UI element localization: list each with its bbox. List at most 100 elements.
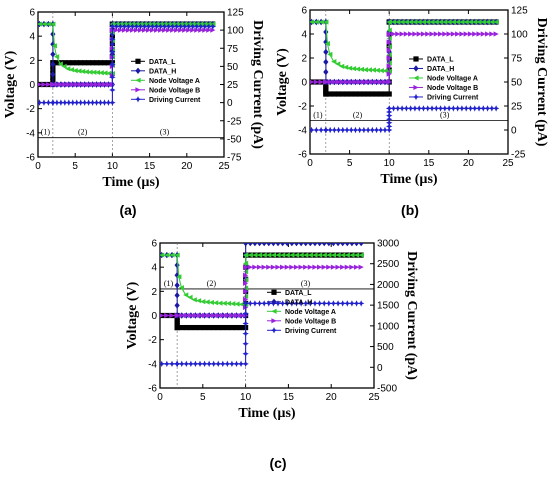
data-point xyxy=(454,105,461,112)
data-point xyxy=(361,91,367,97)
data-point xyxy=(365,79,371,85)
data-point xyxy=(289,243,295,247)
data-point xyxy=(476,31,482,37)
legend-marker xyxy=(135,87,141,93)
data-point xyxy=(217,300,223,306)
data-point xyxy=(179,324,185,331)
data-point xyxy=(330,252,337,258)
data-point xyxy=(233,360,240,368)
series-line-1 xyxy=(39,23,213,86)
data-point xyxy=(313,126,320,134)
data-point xyxy=(270,243,276,247)
data-point xyxy=(188,312,194,319)
data-point xyxy=(340,264,346,270)
data-point xyxy=(354,66,361,72)
data-point xyxy=(318,19,324,25)
data-point xyxy=(339,300,346,307)
data-point xyxy=(437,19,444,25)
data-point xyxy=(41,21,47,27)
legend-label: Node Voltage A xyxy=(149,78,200,85)
data-point xyxy=(80,68,86,75)
data-point xyxy=(243,260,249,266)
legend-marker xyxy=(413,75,419,81)
data-point xyxy=(386,105,393,112)
data-point xyxy=(197,23,204,30)
data-point xyxy=(455,31,461,37)
data-point xyxy=(408,19,414,25)
data-point xyxy=(312,252,318,258)
data-point xyxy=(313,79,319,85)
data-point xyxy=(420,105,427,112)
data-point xyxy=(323,58,329,66)
data-point xyxy=(238,324,244,331)
data-point xyxy=(133,23,140,30)
data-point xyxy=(293,264,300,270)
data-point xyxy=(242,360,249,368)
data-point xyxy=(101,60,108,66)
y-axis-label: Voltage (V) xyxy=(125,281,140,349)
data-point xyxy=(61,99,69,106)
data-point xyxy=(174,292,180,299)
chart-panel-1: 0 5 10 15 20 25 -6 -4 -2 0 2 4 6 -75 -50 -25 0 25 50 75 100 1… xyxy=(3,8,265,191)
data-point xyxy=(49,99,57,106)
data-point xyxy=(183,324,189,331)
legend-marker xyxy=(135,58,141,64)
data-point xyxy=(374,67,380,73)
data-point xyxy=(362,67,369,73)
data-point xyxy=(109,23,116,30)
data-point xyxy=(45,21,52,27)
data-point xyxy=(188,324,194,331)
data-point xyxy=(220,312,226,319)
data-point xyxy=(162,27,168,33)
data-point xyxy=(183,312,189,319)
data-point xyxy=(284,300,291,307)
data-point xyxy=(242,300,249,307)
data-point xyxy=(386,31,392,37)
data-point xyxy=(261,243,267,247)
data-point xyxy=(310,126,315,134)
data-point xyxy=(327,79,333,85)
legend-marker xyxy=(412,93,420,101)
y2-tick-label: -75 xyxy=(227,153,242,164)
data-point xyxy=(323,19,329,25)
data-point xyxy=(442,31,448,37)
data-point xyxy=(381,126,389,134)
data-point xyxy=(316,264,323,270)
data-point xyxy=(57,99,65,106)
legend-marker xyxy=(135,67,141,74)
data-point xyxy=(256,243,263,247)
y2-tick-label: 500 xyxy=(377,342,394,353)
data-point xyxy=(330,243,337,247)
data-point xyxy=(386,91,392,97)
data-point xyxy=(353,264,360,270)
x-tick-label: 10 xyxy=(384,158,396,169)
data-point xyxy=(275,252,281,258)
data-point xyxy=(312,243,318,247)
series-group xyxy=(160,243,365,368)
data-point xyxy=(297,300,305,307)
data-point xyxy=(344,300,351,307)
y2-tick-label: 25 xyxy=(227,80,239,91)
data-point xyxy=(369,126,376,134)
data-point xyxy=(471,105,478,112)
data-point xyxy=(194,27,200,33)
data-point xyxy=(386,47,392,53)
data-point xyxy=(293,300,300,307)
data-point xyxy=(459,31,465,37)
data-point xyxy=(169,312,175,319)
data-point xyxy=(74,60,80,66)
data-point xyxy=(279,300,286,307)
data-point xyxy=(109,99,116,106)
data-point xyxy=(284,264,290,270)
phase-label: (3) xyxy=(440,110,450,119)
y-tick-label: 2 xyxy=(151,287,157,298)
data-point xyxy=(183,360,190,368)
legend-marker xyxy=(271,308,277,314)
data-point xyxy=(105,99,112,106)
phase-label: (1) xyxy=(41,128,51,137)
data-point xyxy=(437,105,444,112)
data-point xyxy=(450,19,456,25)
data-point xyxy=(50,71,56,78)
chart-panel-2: 0 5 10 15 20 25 -6 -4 -2 0 2 4 6 -25 0 25 50 75 100 125 Time… xyxy=(275,6,549,188)
data-point xyxy=(270,264,276,270)
